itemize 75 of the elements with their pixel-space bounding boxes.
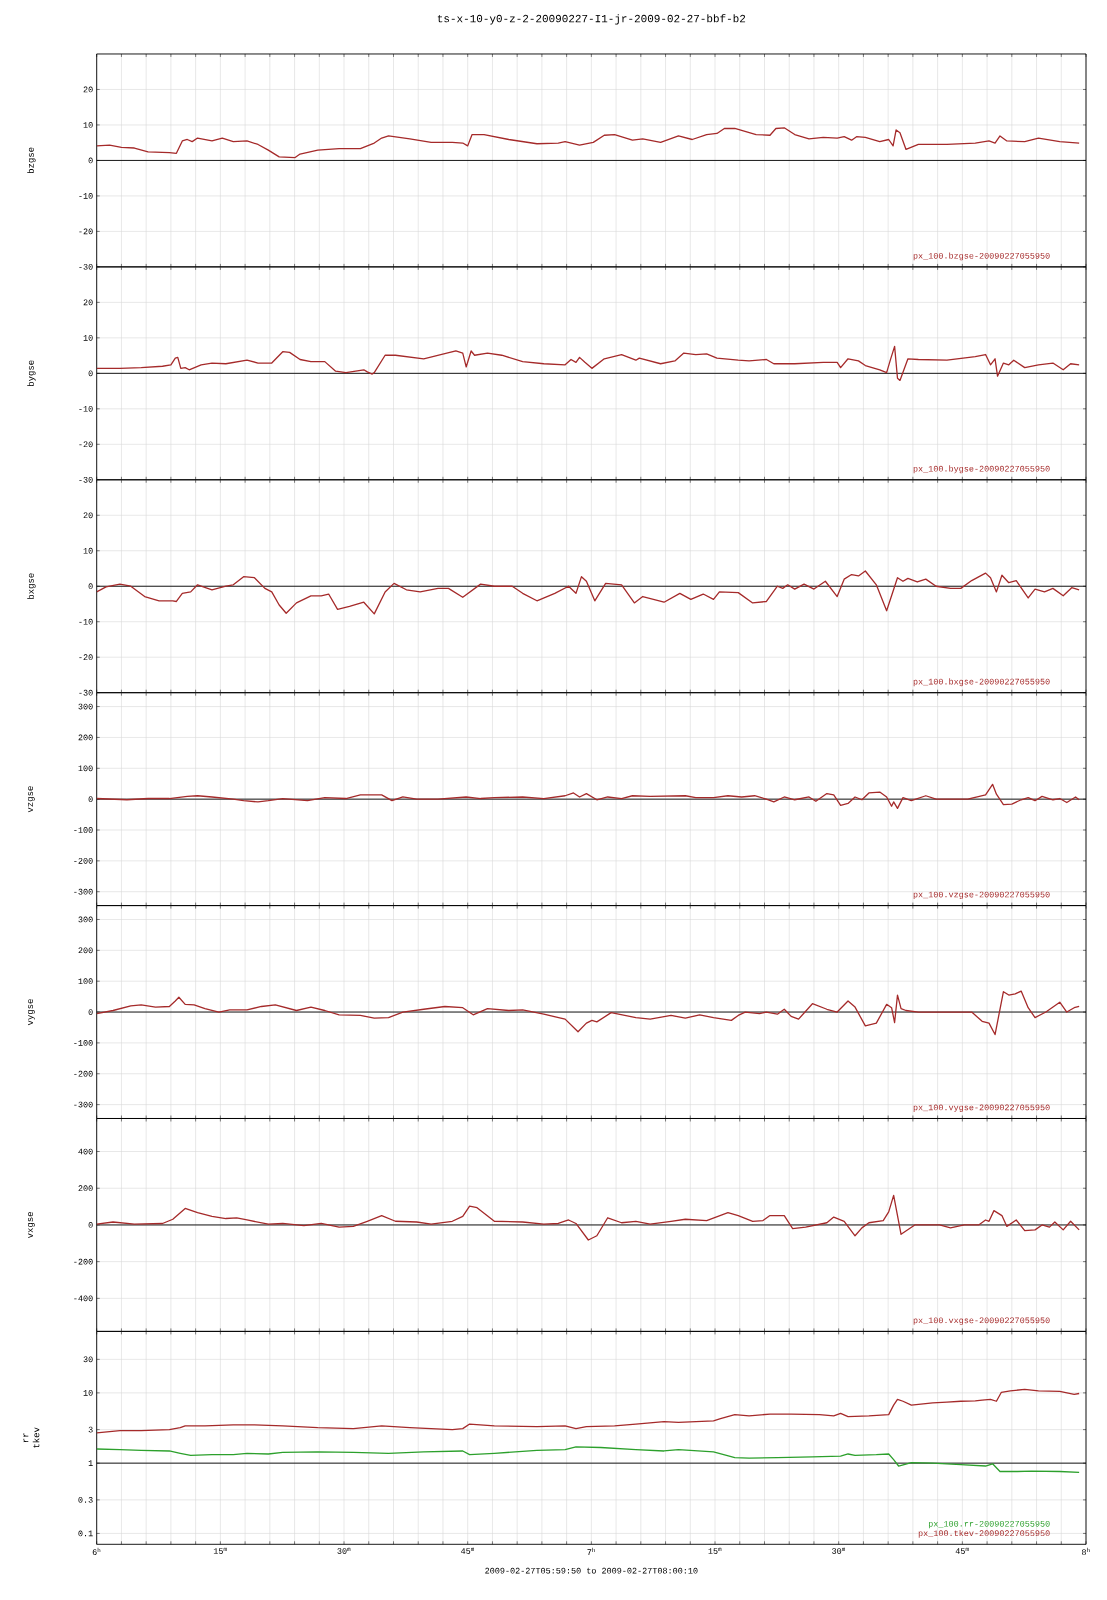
y-tick-label: -200 (74, 1070, 93, 1077)
y-tick-label: 10 (83, 547, 93, 554)
y-tick-label: -100 (74, 827, 93, 833)
text: px_100.bygse-20090227055950 (913, 465, 1050, 474)
line-series (96, 570, 1080, 615)
text: px_100.rr-20090227055950 (928, 1520, 1050, 1529)
y-tick-label: 0.3 (78, 1497, 93, 1503)
text: px_100.tkev-20090227055950 (918, 1529, 1050, 1538)
y-tick-label: 10 (83, 122, 93, 128)
y-tick-label: 300 (78, 703, 93, 710)
y-tick-label: -20 (79, 654, 93, 661)
line-series (96, 1446, 1080, 1473)
text: px_100.bxgse-20090227055950 (913, 678, 1050, 687)
y-tick-label: -20 (79, 228, 93, 235)
y-tick-label: 0 (88, 1009, 93, 1015)
x-axis-title: 2009-02-27T05:59:50 to 2009-02-27T08:00:10 (485, 1567, 698, 1574)
y-tick-label: -30 (79, 689, 93, 696)
y-tick-label: 100 (78, 765, 93, 772)
y-tick-label: 200 (78, 947, 93, 954)
y-tick-label: 10 (83, 1390, 93, 1396)
y-tick-label: 20 (83, 86, 93, 93)
y-tick-label: -300 (74, 888, 93, 895)
y-tick-label: 400 (78, 1148, 93, 1155)
y-axis-title: rr tkev (23, 1427, 40, 1448)
line-series (96, 127, 1080, 159)
text: px_100.vygse-20090227055950 (913, 1104, 1050, 1112)
y-tick-label: -200 (74, 1258, 93, 1265)
y-tick-label: -100 (74, 1040, 93, 1046)
y-tick-label: 20 (83, 299, 93, 306)
y-axis-title: bzgse (27, 147, 36, 174)
y-tick-label: 0.1 (78, 1530, 93, 1537)
x-tick-label: 6$^{h}$ (92, 1547, 101, 1555)
y-tick-label: -30 (79, 476, 93, 483)
text: px_100.bzgse-20090227055950 (913, 252, 1050, 261)
y-tick-label: -20 (79, 441, 93, 448)
y-tick-label: 20 (83, 512, 93, 519)
text: px_100.vzgse-20090227055950 (913, 891, 1050, 900)
y-tick-label: 0 (88, 370, 93, 377)
x-tick-label: 45$^{m}$ (955, 1547, 969, 1554)
x-tick-label: 15$^{m}$ (708, 1547, 722, 1554)
y-axis-title: vxgse (28, 1212, 35, 1239)
y-tick-label: 30 (83, 1356, 93, 1363)
x-tick-label: 15$^{m}$ (213, 1547, 227, 1554)
y-tick-label: 0 (88, 796, 93, 803)
line-series (96, 1388, 1080, 1434)
y-axis-title: vzgse (28, 786, 35, 813)
line-series (96, 345, 1080, 382)
y-tick-label: 200 (78, 734, 93, 741)
y-axis-title: bygse (27, 360, 36, 386)
y-tick-label: -10 (79, 405, 93, 412)
chart-title: ts-x-10-y0-z-2-20090227-I1-jr-2009-02-27-bbf-b2 (437, 14, 746, 25)
y-tick-label: 0 (88, 1222, 93, 1228)
y-tick-label: 0 (88, 583, 93, 590)
y-tick-label: 200 (78, 1185, 93, 1192)
y-tick-label: -200 (74, 857, 93, 864)
x-tick-label: 7$^{h}$ (587, 1547, 595, 1555)
y-tick-label: -300 (74, 1101, 93, 1108)
x-tick-label: 30$^{m}$ (337, 1547, 351, 1554)
y-tick-label: -400 (74, 1295, 93, 1302)
y-tick-label: -10 (79, 193, 93, 199)
y-tick-label: 3 (88, 1426, 93, 1433)
y-tick-label: 10 (83, 334, 93, 341)
y-tick-label: -30 (79, 264, 93, 270)
y-tick-label: 300 (78, 916, 93, 923)
text: px_100.vxgse-20090227055950 (913, 1317, 1050, 1325)
y-axis-title: bxgse (27, 573, 36, 599)
y-tick-label: -10 (79, 618, 93, 625)
x-tick-label: 8$^{h}$ (1081, 1547, 1090, 1555)
x-tick-label: 30$^{m}$ (832, 1547, 845, 1554)
y-tick-label: 0 (88, 157, 93, 164)
y-tick-label: 1 (88, 1460, 93, 1466)
line-series (96, 1194, 1080, 1241)
x-tick-label: 45$^{m}$ (461, 1547, 474, 1554)
y-tick-label: 100 (78, 978, 93, 985)
y-axis-title: vygse (28, 999, 35, 1026)
